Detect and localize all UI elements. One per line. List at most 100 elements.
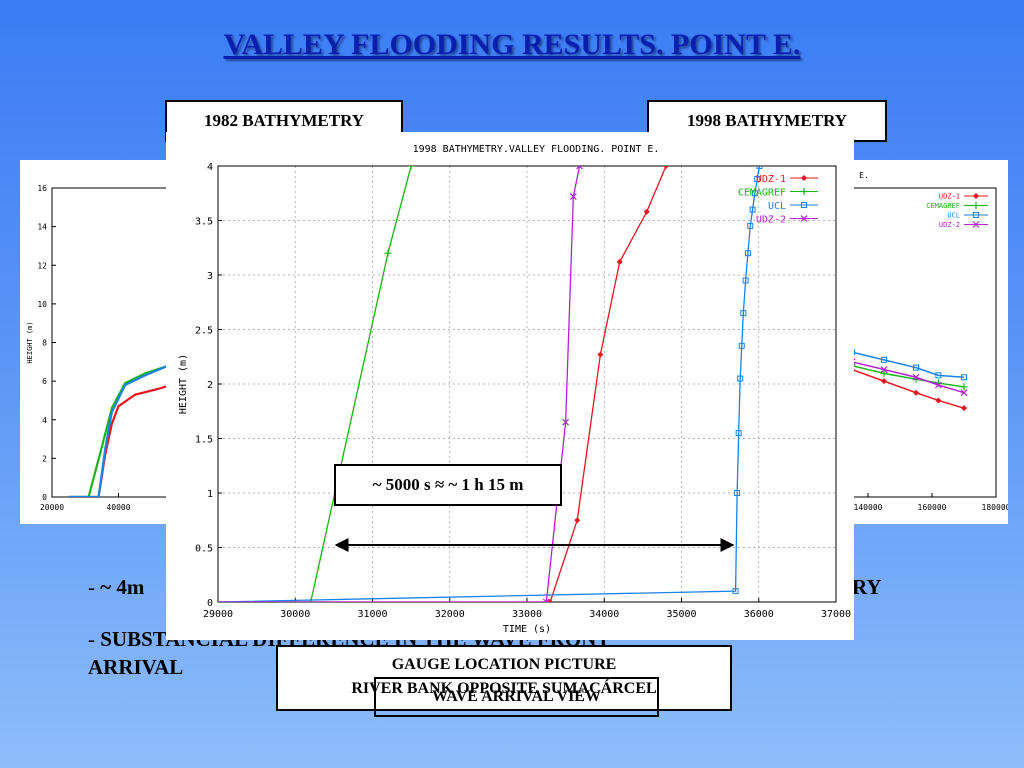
data-point [754, 176, 761, 183]
series-udz-1 [850, 366, 967, 412]
legend-marker [801, 175, 807, 181]
plot-frame [51, 187, 175, 498]
data-point [547, 599, 554, 602]
data-point [737, 375, 744, 382]
data-point [542, 598, 550, 602]
y-tick-label: 4 [42, 416, 47, 425]
gauge-caption-line2: RIVER BANK OPPOSITE SUMACÁRCEL [351, 680, 657, 697]
data-point [880, 369, 888, 377]
y-tick-label: 0 [42, 493, 47, 502]
data-point [913, 364, 919, 371]
series-line-cemagref [68, 362, 175, 497]
data-point [960, 383, 968, 391]
plot-frame [850, 187, 997, 498]
x-tick-label: 180000 [982, 503, 1008, 512]
data-point [912, 373, 920, 381]
x-tick-label: 40000 [106, 503, 130, 512]
series-udz-2 [218, 166, 583, 602]
y-tick-label: 6 [42, 377, 47, 386]
x-tick-label: 140000 [854, 503, 883, 512]
data-point [881, 378, 887, 385]
data-point [961, 374, 967, 381]
left-chart-panel: 2000040000600000246810121416HEIGHT (m) [20, 160, 175, 524]
data-point [934, 381, 942, 389]
y-axis-label: HEIGHT (m) [26, 321, 34, 363]
y-tick-label: 2 [42, 454, 47, 463]
y-tick-label: 1.5 [195, 435, 213, 446]
x-tick-label: 32000 [435, 609, 465, 620]
data-point [738, 342, 745, 349]
series-udz-1 [218, 166, 670, 602]
legend-marker [800, 188, 808, 195]
series-line-cemagref [218, 166, 412, 602]
data-point [913, 389, 919, 396]
bullet-1-dash: - [88, 575, 101, 599]
x-tick-label: 35000 [666, 609, 696, 620]
page-title: VALLEY FLOODING RESULTS. POINT E. [223, 28, 801, 61]
legend-marker [973, 212, 979, 218]
chart-title: E. [859, 171, 869, 180]
y-tick-label: 3 [207, 271, 213, 282]
series-cemagref [850, 362, 968, 391]
series-ucl [68, 360, 175, 497]
data-point [734, 490, 741, 496]
series-cemagref [68, 362, 175, 497]
data-point [744, 250, 751, 257]
y-tick-label: 16 [37, 184, 47, 193]
y-tick-label: 0.5 [195, 544, 213, 555]
data-point [735, 430, 742, 437]
y-tick-label: 4 [207, 162, 213, 173]
legend-label: CEMAGREF [926, 202, 960, 210]
data-point [574, 517, 581, 524]
series-line-ucl [850, 351, 965, 379]
series-udz-1 [68, 382, 175, 497]
data-point [576, 166, 583, 170]
wave-arrival-caption: WAVE ARRIVAL VIEW [374, 677, 659, 717]
main-chart: 29000 30000 31000 32000 33000 34000 35000 36000… [178, 144, 851, 635]
data-point [935, 397, 942, 404]
gauge-caption-line1: GAUGE LOCATION PICTURE [391, 656, 617, 673]
y-tick-label: 14 [37, 223, 47, 232]
x-tick-label: 33000 [512, 609, 542, 620]
data-point [881, 356, 887, 363]
data-point [643, 208, 650, 215]
y-axis-label: HEIGHT (m) [178, 354, 189, 414]
data-point [880, 366, 888, 373]
y-tick-label: 10 [37, 300, 47, 309]
legend-label: UDZ-2 [939, 221, 960, 229]
series-ucl [218, 166, 763, 602]
legend-label: CEMAGREF [738, 188, 786, 199]
x-tick-label: 34000 [589, 609, 619, 620]
bullet-2-line2: ARRIVAL [88, 655, 184, 679]
series-line-cemagref [850, 364, 965, 388]
data-point [960, 389, 968, 397]
legend-label: UCL [947, 212, 960, 220]
x-tick-label: 31000 [357, 609, 387, 620]
data-point [749, 206, 756, 213]
x-tick-label: 29000 [203, 609, 233, 620]
data-point [961, 405, 967, 412]
x-tick-label: 30000 [280, 609, 310, 620]
series-line-udz-2 [850, 360, 965, 394]
data-point [751, 190, 758, 197]
data-point [597, 351, 604, 358]
x-axis-label: TIME (s) [503, 624, 551, 635]
y-tick-label: 8 [42, 339, 47, 348]
data-point [569, 193, 577, 200]
data-point [616, 258, 623, 265]
data-point [384, 249, 392, 257]
chart-title: 1998 BATHYMETRY.VALLEY FLOODING. POINT E… [413, 144, 660, 155]
bullet-1-text: ~ 4m [100, 575, 145, 599]
data-point [663, 166, 670, 169]
series-cemagref [218, 166, 415, 602]
bullet-1-tail: RY [852, 575, 882, 599]
x-tick-label: 20000 [40, 503, 64, 512]
time-difference-annotation: ~ 5000 s ≈ ~ 1 h 15 m [334, 464, 562, 506]
y-tick-label: 0 [207, 598, 213, 609]
legend-label: UDZ-1 [939, 193, 960, 201]
legend-marker [972, 202, 980, 209]
legend-marker [972, 221, 980, 228]
x-tick-label: 36000 [744, 609, 774, 620]
legend-label: UDZ-1 [756, 174, 786, 185]
